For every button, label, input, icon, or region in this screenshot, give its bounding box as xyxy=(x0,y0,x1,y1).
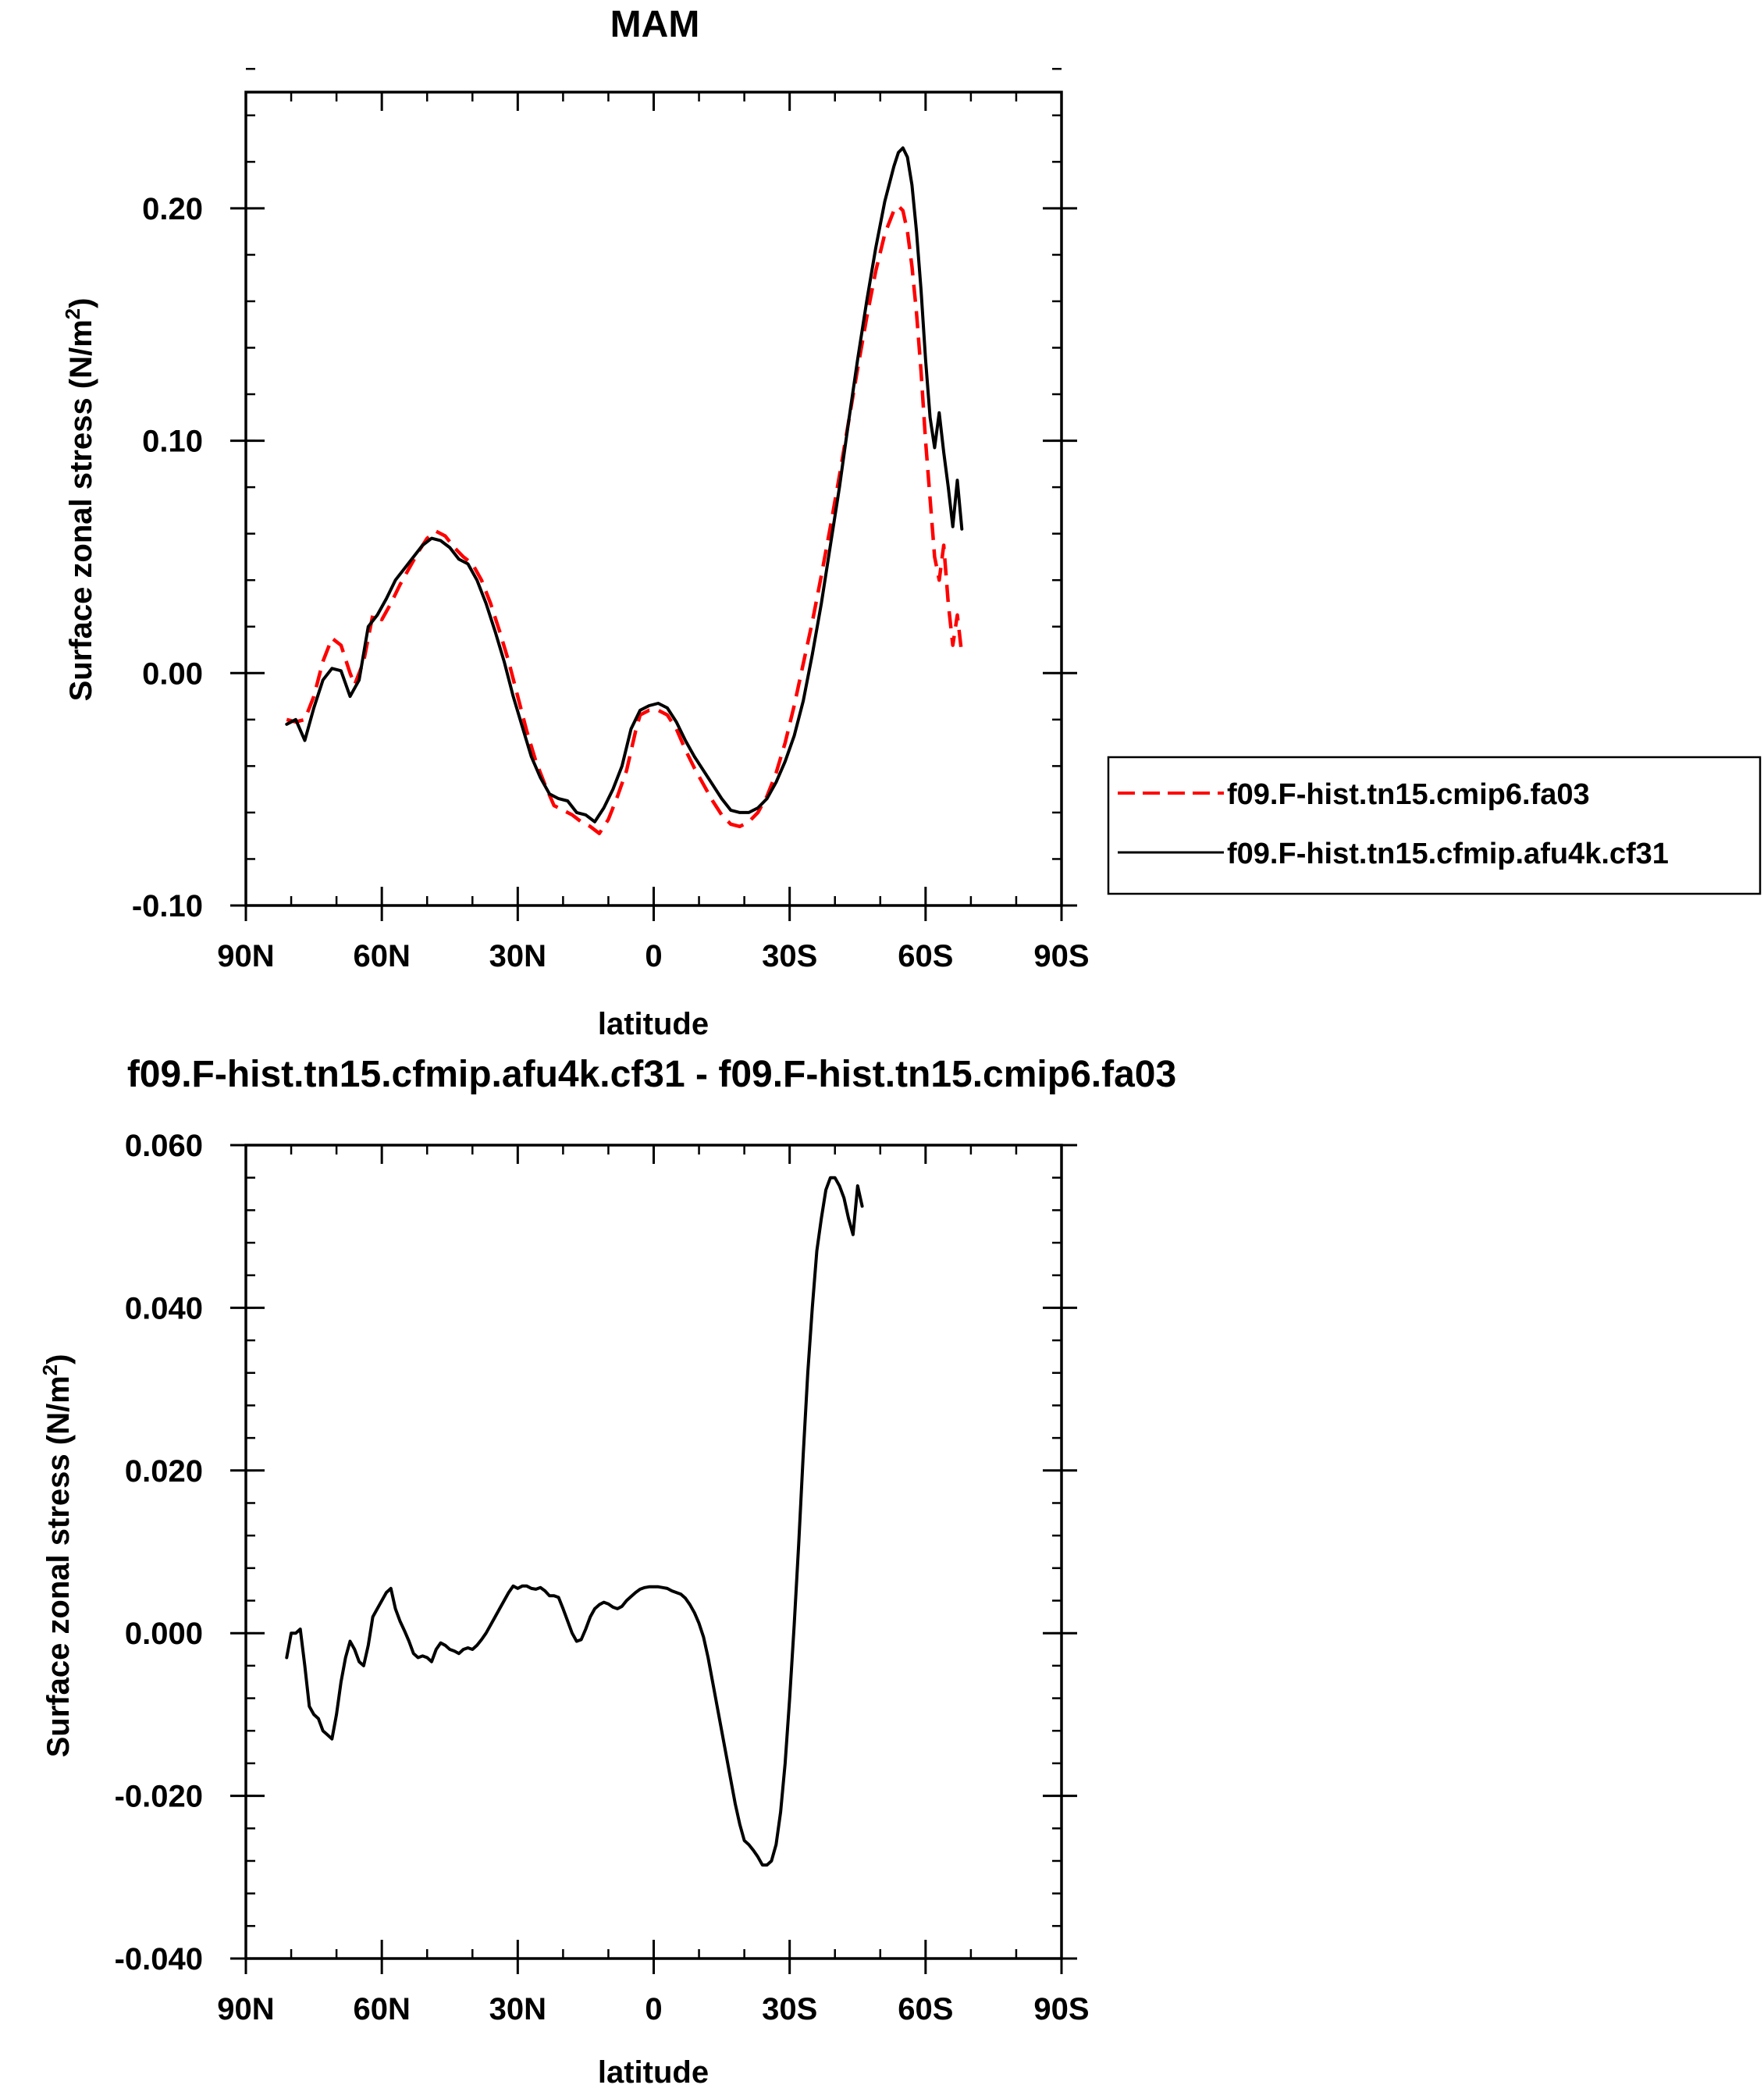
bottom-x-tick-label: 60S xyxy=(898,1992,953,2026)
bottom-chart-series xyxy=(285,1176,864,1867)
bottom-y-axis-label: Surface zonal stress (N/m2) xyxy=(38,1354,76,1758)
top-y-tick-label: 0.10 xyxy=(142,425,203,459)
bottom-y-tick-label: -0.020 xyxy=(115,1780,203,1814)
top-x-tick-label: 60N xyxy=(353,939,410,973)
legend: f09.F-hist.tn15.cmip6.fa03 f09.F-hist.tn… xyxy=(1107,756,1762,895)
bottom-x-tick-labels: 90N 60N 30N 0 30S 60S 90S xyxy=(217,1992,1089,2026)
bottom-x-tick-label: 30S xyxy=(762,1992,817,2026)
top-chart-series xyxy=(285,146,964,835)
top-x-tick-label: 90N xyxy=(217,939,274,973)
top-y-axis-label: Surface zonal stress (N/m2) xyxy=(61,298,98,702)
bottom-y-tick-label: 0.060 xyxy=(125,1129,203,1163)
top-series-line-black-solid xyxy=(285,146,964,824)
top-x-tick-label: 60S xyxy=(898,939,953,973)
top-y-tick-label: -0.10 xyxy=(132,889,203,923)
bottom-x-tick-label: 0 xyxy=(645,1992,662,2026)
top-series-line-red-dashed xyxy=(286,204,964,835)
bottom-chart-title: f09.F-hist.tn15.cfmip.afu4k.cf31 - f09.F… xyxy=(127,1054,1176,1095)
bottom-y-tick-labels: -0.040 -0.020 0.000 0.020 0.040 0.060 xyxy=(115,1129,203,1976)
top-y-tick-label: 0.00 xyxy=(142,656,203,691)
legend-label-cmip6: f09.F-hist.tn15.cmip6.fa03 xyxy=(1227,778,1590,811)
top-x-tick-labels: 90N 60N 30N 0 30S 60S 90S xyxy=(217,939,1089,973)
top-x-tick-label: 30N xyxy=(489,939,546,973)
legend-box xyxy=(1107,756,1762,895)
bottom-y-tick-label: -0.040 xyxy=(115,1942,203,1976)
top-x-tick-label: 30S xyxy=(762,939,817,973)
bottom-y-tick-label: 0.020 xyxy=(125,1454,203,1489)
bottom-chart-panel: f09.F-hist.tn15.cfmip.afu4k.cf31 - f09.F… xyxy=(38,1054,1176,2090)
top-chart-panel: MAM -0.100.000.100.20 90N 60N 30N 0 30S 60S 90… xyxy=(61,4,1090,1041)
bottom-x-tick-label: 90S xyxy=(1033,1992,1089,2026)
top-y-tick-label: 0.20 xyxy=(142,192,203,226)
top-chart-title: MAM xyxy=(610,4,700,45)
bottom-x-tick-label: 30N xyxy=(489,1992,546,2026)
bottom-x-axis-label: latitude xyxy=(598,2055,709,2090)
top-x-tick-label: 0 xyxy=(645,939,662,973)
bottom-x-tick-label: 90N xyxy=(217,1992,274,2026)
bottom-plot-frame xyxy=(244,1144,1063,1960)
bottom-y-tick-label: 0.000 xyxy=(125,1617,203,1651)
top-y-tick-labels: -0.10 0.00 0.10 0.20 xyxy=(132,192,203,923)
bottom-x-tick-label: 60N xyxy=(353,1992,410,2026)
top-plot-frame xyxy=(244,91,1063,907)
bottom-y-tick-label: 0.040 xyxy=(125,1291,203,1325)
bottom-series-line-black-solid xyxy=(285,1176,864,1867)
top-x-tick-label: 90S xyxy=(1033,939,1089,973)
legend-label-cfmip: f09.F-hist.tn15.cfmip.afu4k.cf31 xyxy=(1227,838,1669,870)
top-x-axis-label: latitude xyxy=(598,1007,709,1041)
